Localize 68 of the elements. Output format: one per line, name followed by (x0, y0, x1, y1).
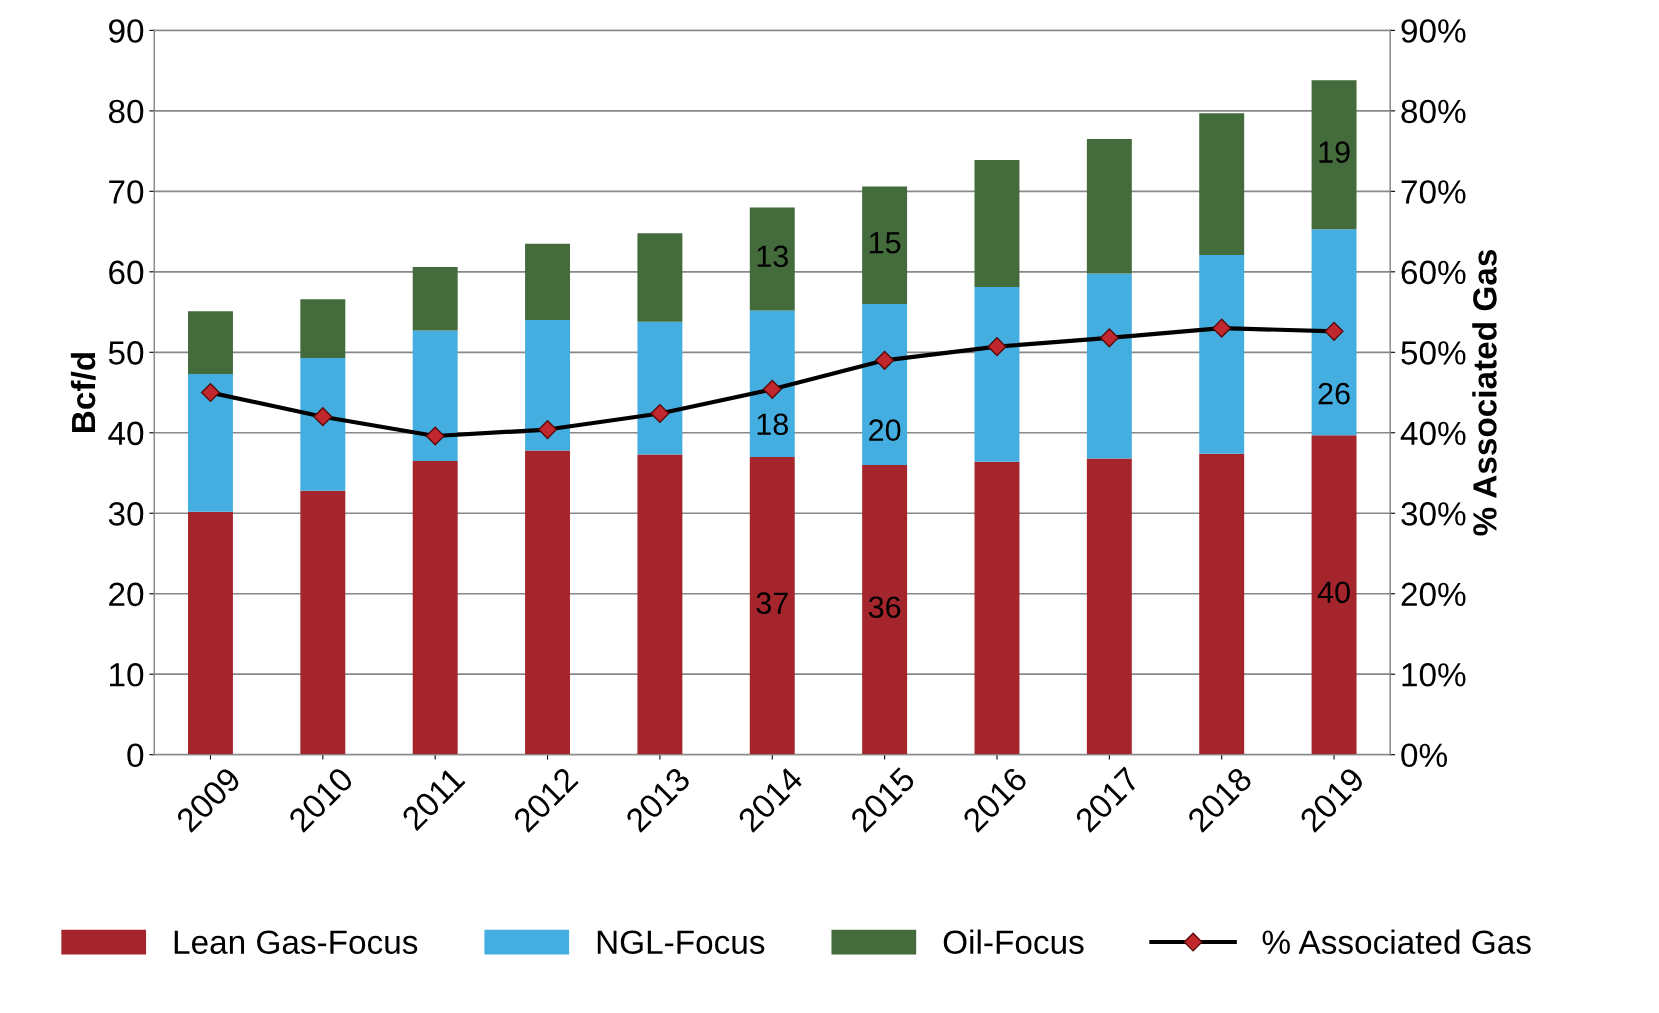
y-tick-label: 50 (108, 341, 144, 365)
y2-tick-label: 40% (1400, 421, 1466, 446)
bar (525, 450, 571, 755)
bar (1199, 113, 1245, 255)
legend-label: Oil-Focus (943, 929, 1084, 955)
bar (300, 299, 346, 358)
bar (637, 233, 683, 322)
bar (749, 207, 795, 311)
data-label: 26 (1318, 382, 1350, 405)
y-tick-label: 40 (108, 421, 144, 446)
y2-tick-label: 10% (1402, 663, 1466, 687)
bar (1311, 435, 1357, 755)
y-tick-label: 80 (108, 99, 144, 124)
y-tick-label: 20 (109, 582, 144, 607)
y2-tick-label: 20% (1401, 582, 1466, 607)
y-tick-label: 10 (110, 663, 144, 687)
bar (187, 311, 233, 375)
y2-tick-label: 70% (1401, 180, 1466, 204)
y2-tick-label: 30% (1401, 502, 1466, 526)
data-label: 40 (1317, 581, 1350, 604)
y-tick-label: 0 (127, 743, 144, 768)
y-tick-label: 30 (108, 502, 144, 526)
bar (300, 490, 346, 755)
bar (1199, 254, 1245, 454)
bar (1086, 139, 1132, 274)
y2-tick-label: 50% (1401, 341, 1466, 365)
bar (749, 456, 795, 755)
data-label: 18 (757, 413, 788, 436)
bar (862, 464, 908, 755)
bar (749, 310, 795, 457)
data-label: 36 (868, 596, 901, 619)
data-label: 13 (757, 245, 788, 268)
bar (525, 243, 571, 321)
bar (187, 374, 233, 512)
bar (974, 159, 1020, 288)
bar (862, 186, 908, 305)
bar (412, 330, 458, 461)
bar (637, 321, 683, 455)
bar (525, 320, 571, 451)
y-tick-label: 60 (109, 260, 144, 285)
legend-label: Lean Gas-Focus (174, 930, 418, 955)
bar (300, 357, 346, 491)
bar (637, 454, 683, 755)
y-tick-label: 70 (109, 180, 144, 204)
bar (187, 511, 233, 755)
y2-tick-label: 0% (1401, 743, 1447, 768)
bar (1086, 458, 1132, 755)
bar (1311, 80, 1357, 230)
bar (412, 266, 458, 331)
bar (974, 461, 1020, 755)
legend-label: NGL-Focus (597, 930, 765, 955)
bar (974, 287, 1020, 462)
data-label: 37 (756, 592, 788, 614)
y2-tick-label: 60% (1401, 260, 1466, 285)
bar (412, 460, 458, 755)
legend-label: % Associated Gas (1262, 929, 1531, 955)
y-tick-label: 90 (109, 19, 144, 43)
data-label: 20 (869, 419, 901, 441)
y2-tick-label: 80% (1401, 99, 1466, 124)
y2-axis-title: % Associated Gas (1472, 250, 1497, 536)
data-label: 19 (1319, 141, 1350, 163)
y2-tick-label: 90% (1401, 19, 1466, 43)
data-label: 15 (869, 232, 901, 254)
bar (1311, 229, 1357, 436)
bar (1086, 273, 1132, 459)
bar (1199, 453, 1245, 755)
bar (862, 304, 908, 465)
y-axis-title: Bcf/d (70, 353, 96, 432)
